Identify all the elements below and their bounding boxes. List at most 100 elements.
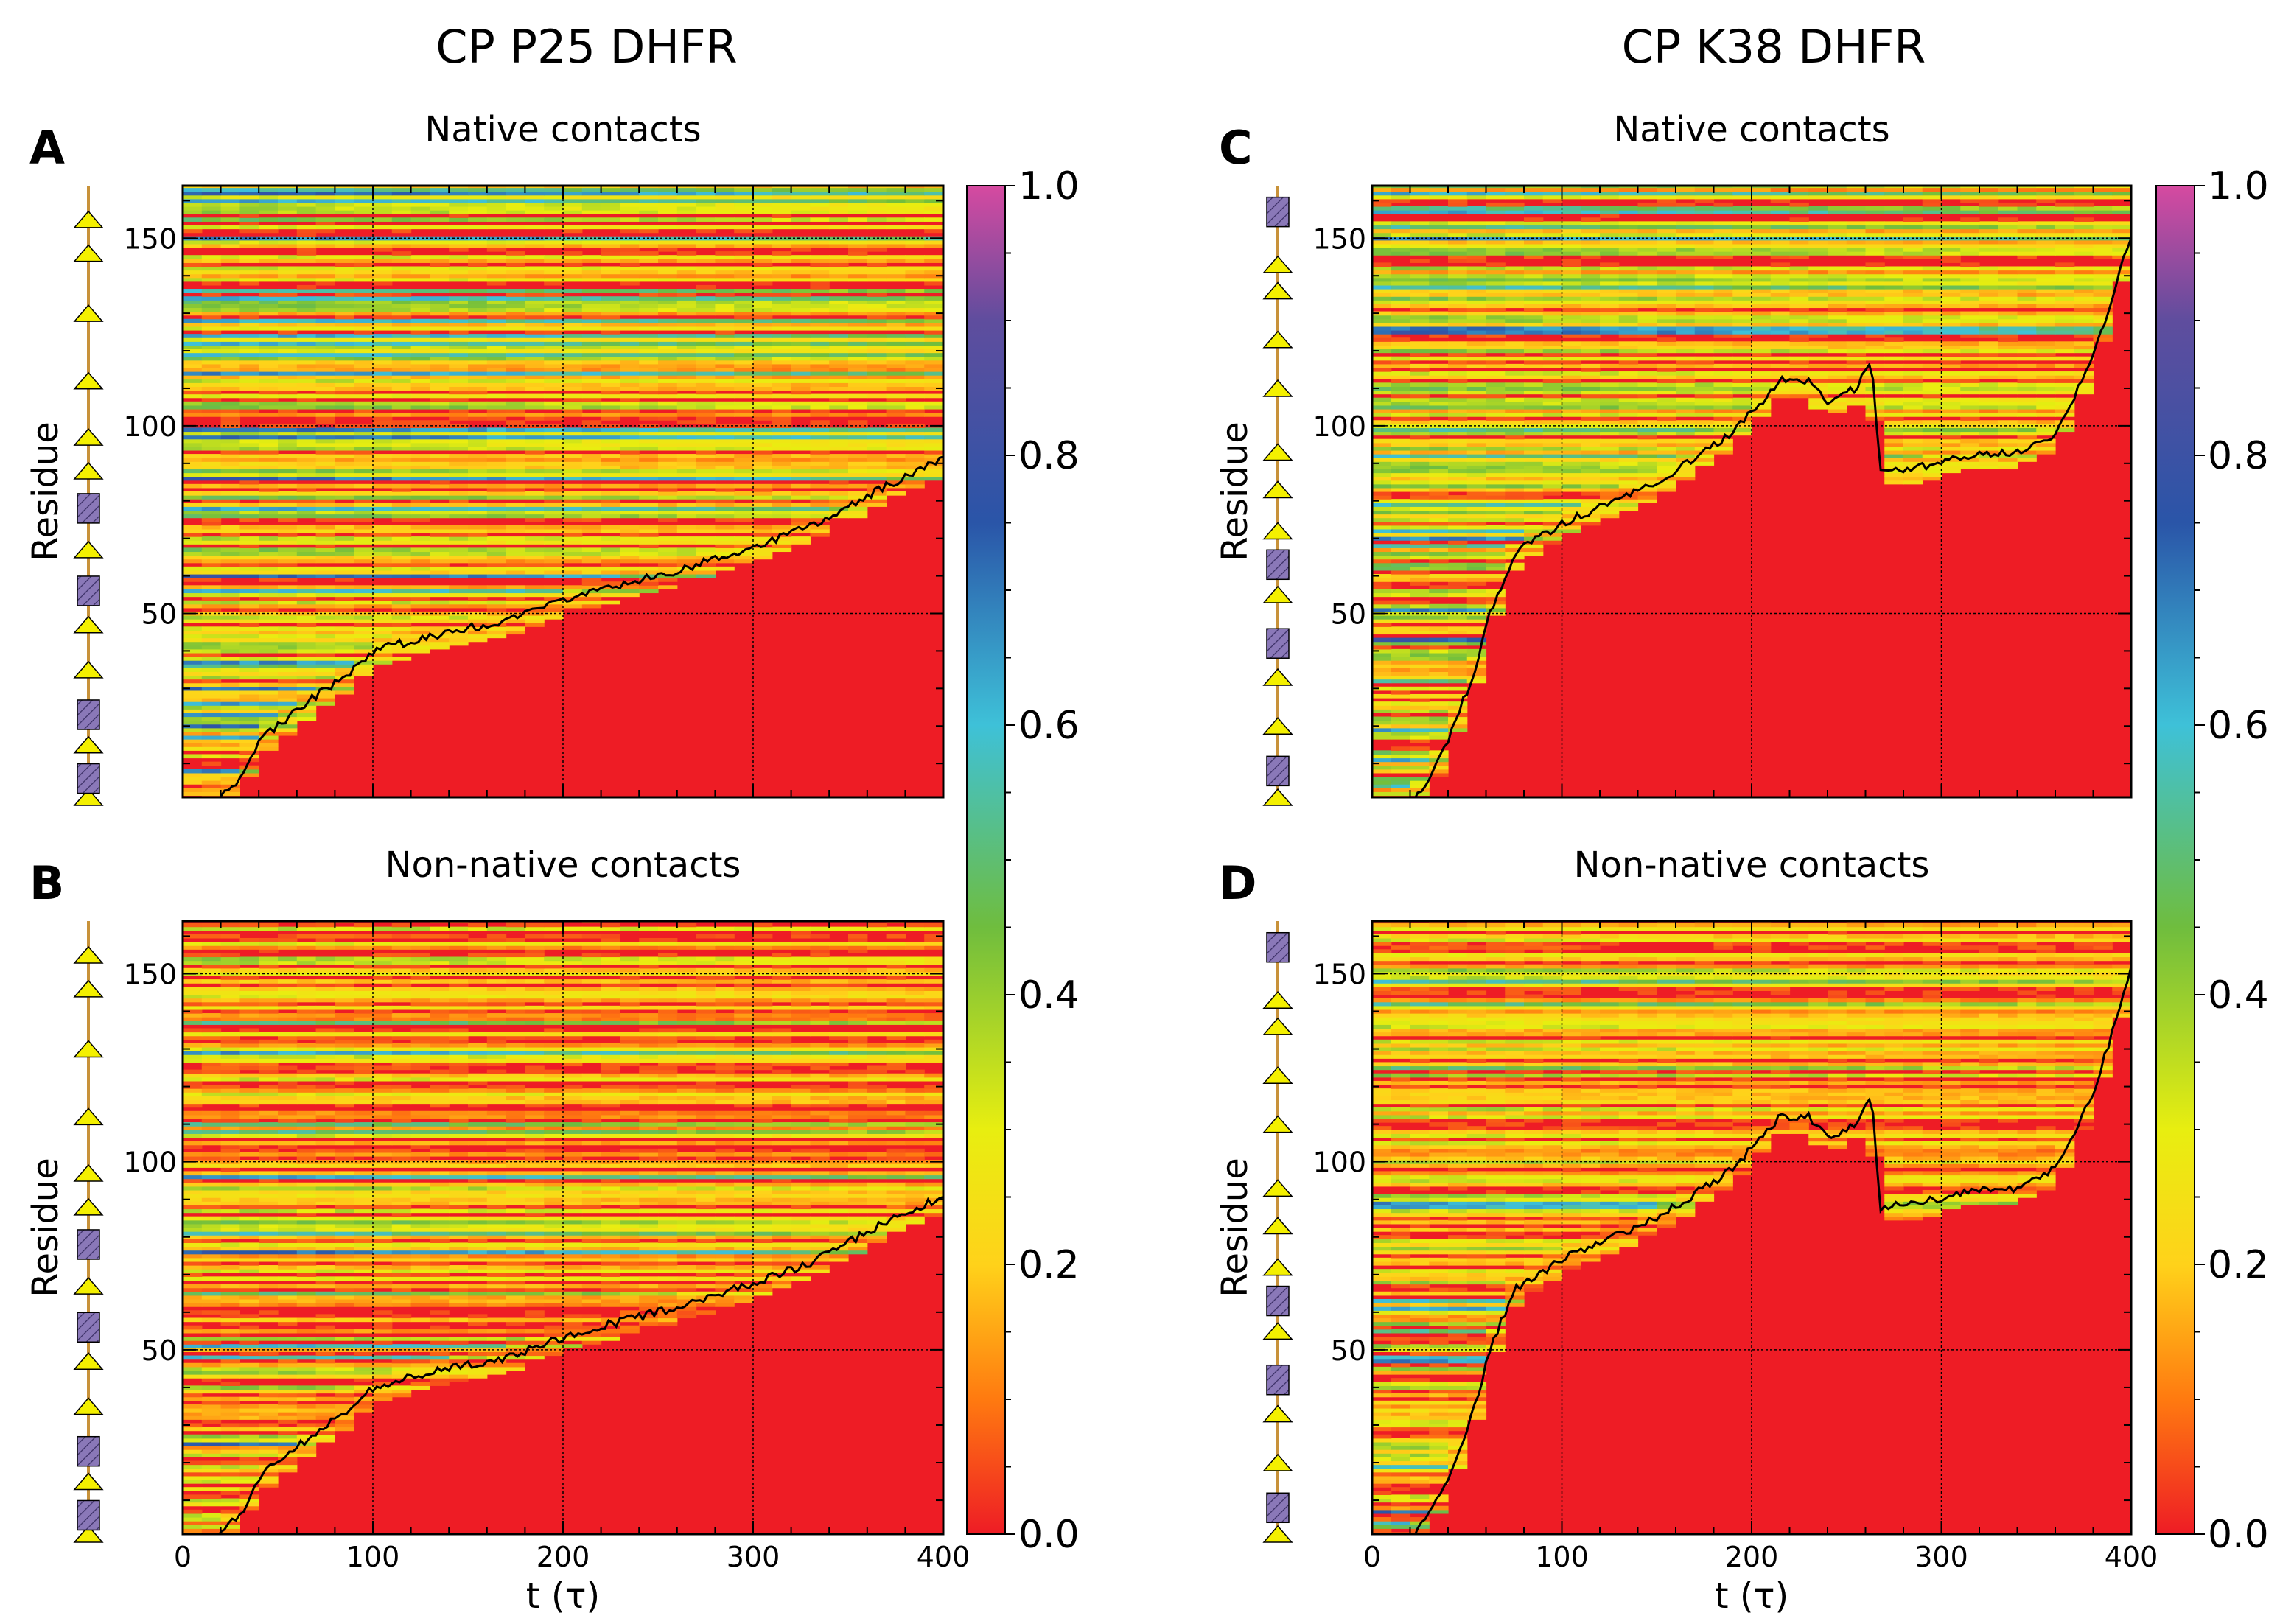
heatmap-cell <box>201 1513 222 1518</box>
heatmap-cell <box>563 322 583 327</box>
heatmap-cell <box>525 540 545 545</box>
heatmap-cell <box>658 206 678 211</box>
heatmap-cell <box>391 637 412 643</box>
heatmap-cell <box>259 626 279 631</box>
heatmap-cell <box>315 1389 335 1394</box>
heatmap-cell <box>373 334 393 338</box>
heatmap-cell <box>829 386 849 391</box>
heatmap-cell <box>449 1269 469 1273</box>
heatmap-cell <box>468 352 488 357</box>
heatmap-cell <box>848 217 868 222</box>
heatmap-cell <box>220 1415 240 1420</box>
heatmap-cell <box>259 528 279 533</box>
heatmap-cell <box>201 607 222 612</box>
heatmap-cell <box>772 251 792 256</box>
heatmap-cell <box>829 266 849 271</box>
heatmap-cell <box>734 503 754 507</box>
heatmap-cell <box>201 458 222 462</box>
heatmap-cell <box>525 551 545 556</box>
heatmap-cell <box>772 379 792 383</box>
heatmap-cell <box>183 1385 203 1390</box>
heatmap-cell <box>525 1269 545 1273</box>
heatmap-cell <box>525 273 545 279</box>
heatmap-cell <box>715 528 735 533</box>
heatmap-cell <box>848 360 868 365</box>
heatmap-cell <box>791 458 811 462</box>
heatmap-cell <box>696 405 716 410</box>
heatmap-cell <box>410 645 430 650</box>
heatmap-cell <box>486 528 507 533</box>
heatmap-cell <box>373 379 393 383</box>
heatmap-cell <box>486 1366 507 1371</box>
heatmap-cell <box>278 626 298 631</box>
heatmap-cell <box>791 454 811 458</box>
heatmap-cell <box>696 491 716 496</box>
heatmap-cell <box>506 322 525 327</box>
heatmap-cell <box>391 1366 412 1371</box>
heatmap-cell <box>848 420 868 424</box>
heatmap-cell <box>430 562 450 567</box>
heatmap-cell <box>335 1253 354 1259</box>
heatmap-cell <box>620 413 640 417</box>
heatmap-cell <box>676 337 697 342</box>
heatmap-cell <box>296 1242 317 1247</box>
heatmap-cell <box>867 386 887 391</box>
heatmap-cell <box>391 503 412 507</box>
heatmap-cell <box>278 731 298 736</box>
heatmap-cell <box>639 322 659 327</box>
heatmap-cell <box>581 1314 602 1319</box>
heatmap-cell <box>278 1366 298 1371</box>
heatmap-cell <box>468 371 488 376</box>
heatmap-cell <box>278 1457 298 1462</box>
heatmap-cell <box>373 603 393 609</box>
heatmap-cell <box>810 363 830 368</box>
heatmap-cell <box>335 1284 354 1289</box>
heatmap-cell <box>639 461 659 466</box>
heatmap-cell <box>639 393 659 399</box>
heatmap-cell <box>296 1446 317 1450</box>
heatmap-cell <box>924 367 943 372</box>
heatmap-cell <box>335 1393 354 1398</box>
heatmap-cell <box>525 371 545 376</box>
heatmap-cell <box>525 277 545 282</box>
heatmap-cell <box>430 480 450 485</box>
heatmap-cell <box>810 266 830 271</box>
heatmap-cell <box>486 326 507 331</box>
heatmap-cell <box>201 675 222 680</box>
heatmap-cell <box>315 1404 335 1409</box>
heatmap-cell <box>220 1382 240 1386</box>
heatmap-cell <box>734 345 754 350</box>
heatmap-cell <box>525 491 545 496</box>
heatmap-cell <box>753 363 773 368</box>
heatmap-cell <box>715 503 735 507</box>
heatmap-cell <box>373 318 393 323</box>
heatmap-cell <box>354 592 374 598</box>
heatmap-cell <box>886 382 906 387</box>
heatmap-cell <box>563 1321 583 1326</box>
heatmap-cell <box>391 585 412 589</box>
heatmap-cell <box>335 243 354 248</box>
heatmap-cell <box>506 1261 525 1266</box>
heatmap-cell <box>278 438 298 444</box>
heatmap-cell <box>676 210 697 214</box>
heatmap-cell <box>315 255 335 259</box>
heatmap-cell <box>239 1340 259 1345</box>
heatmap-cell <box>296 1344 317 1348</box>
heatmap-cell <box>239 1475 259 1480</box>
heatmap-cell <box>410 356 430 361</box>
heatmap-cell <box>601 413 620 417</box>
heatmap-cell <box>430 1261 450 1266</box>
heatmap-cell <box>544 547 564 553</box>
heatmap-cell <box>239 514 259 519</box>
heatmap-cell <box>449 210 469 214</box>
heatmap-cell <box>296 506 317 511</box>
heatmap-cell <box>658 334 678 338</box>
heatmap-cell <box>449 1242 469 1247</box>
heatmap-cell <box>581 277 602 282</box>
heatmap-cell <box>620 585 640 589</box>
heatmap-cell <box>886 472 906 477</box>
heatmap-cell <box>201 1487 222 1491</box>
heatmap-cell <box>753 304 773 309</box>
heatmap-cell <box>905 375 925 379</box>
heatmap-cell <box>259 1253 279 1259</box>
